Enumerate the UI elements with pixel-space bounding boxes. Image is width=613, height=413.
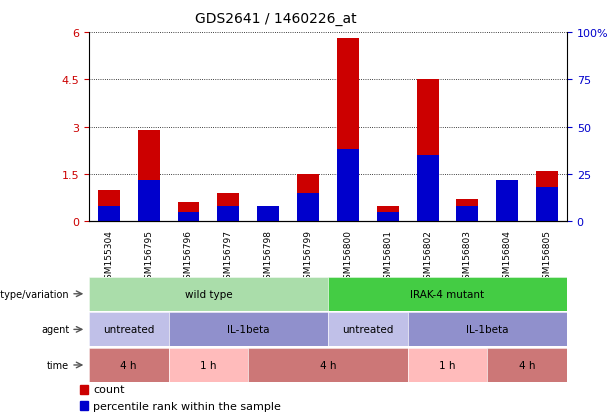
Bar — [337, 39, 359, 222]
Bar — [497, 180, 518, 222]
Bar — [257, 206, 279, 222]
Bar — [497, 193, 518, 222]
Bar — [417, 156, 438, 222]
Bar — [98, 206, 120, 222]
Bar — [257, 206, 279, 222]
Bar — [337, 150, 359, 222]
Text: untreated: untreated — [342, 325, 394, 335]
Text: 4 h: 4 h — [121, 360, 137, 370]
Bar — [536, 188, 558, 222]
Bar — [218, 206, 239, 222]
Bar — [297, 175, 319, 222]
Text: 1 h: 1 h — [440, 360, 455, 370]
Bar — [178, 212, 199, 222]
Text: IL-1beta: IL-1beta — [227, 325, 270, 335]
Text: 1 h: 1 h — [200, 360, 216, 370]
Bar — [138, 131, 159, 222]
Text: time: time — [47, 360, 69, 370]
Bar — [377, 212, 398, 222]
Text: wild type: wild type — [185, 289, 232, 299]
Text: 4 h: 4 h — [320, 360, 336, 370]
Text: agent: agent — [41, 325, 69, 335]
Bar — [417, 80, 438, 222]
Bar — [457, 206, 478, 222]
Bar — [536, 171, 558, 222]
Bar — [218, 193, 239, 222]
Bar — [80, 385, 88, 394]
Bar — [98, 190, 120, 222]
Text: percentile rank within the sample: percentile rank within the sample — [93, 401, 281, 411]
Text: count: count — [93, 385, 125, 394]
Text: untreated: untreated — [103, 325, 154, 335]
Text: IRAK-4 mutant: IRAK-4 mutant — [411, 289, 484, 299]
Bar — [178, 203, 199, 222]
Text: IL-1beta: IL-1beta — [466, 325, 509, 335]
Text: genotype/variation: genotype/variation — [0, 289, 69, 299]
Bar — [457, 200, 478, 222]
Bar — [377, 206, 398, 222]
Text: GDS2641 / 1460226_at: GDS2641 / 1460226_at — [195, 12, 357, 26]
Bar — [297, 193, 319, 222]
Bar — [80, 401, 88, 410]
Text: 4 h: 4 h — [519, 360, 535, 370]
Bar — [138, 180, 159, 222]
